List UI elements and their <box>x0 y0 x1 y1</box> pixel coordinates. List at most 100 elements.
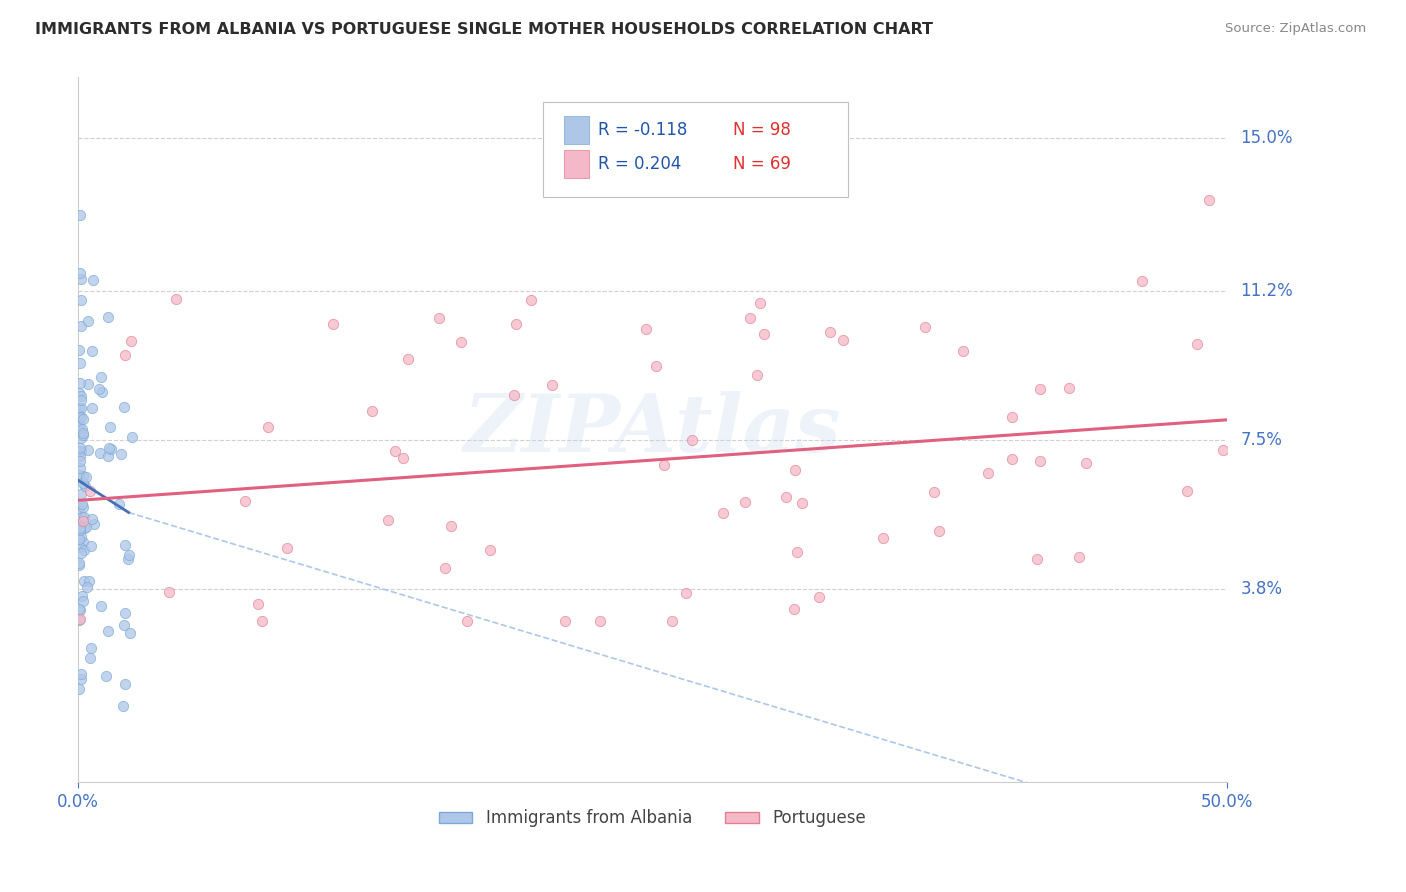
Point <box>69 431 91 445</box>
Point <box>67 444 90 458</box>
Text: R = -0.118: R = -0.118 <box>599 121 688 139</box>
Point <box>322 317 344 331</box>
Point <box>361 404 384 418</box>
Point <box>1001 409 1024 424</box>
Point <box>69 355 91 369</box>
Bar <box>564 116 589 145</box>
Point <box>434 561 457 575</box>
Point <box>392 451 415 466</box>
Point <box>554 614 576 628</box>
Point <box>112 617 135 632</box>
Point <box>120 334 142 349</box>
Point <box>235 494 257 508</box>
Point <box>72 594 94 608</box>
Point <box>661 614 683 628</box>
Point <box>69 523 91 537</box>
Bar <box>564 150 589 178</box>
Point <box>80 401 103 416</box>
Point <box>114 676 136 690</box>
Point <box>748 296 770 310</box>
Point <box>384 443 406 458</box>
Point <box>634 322 657 336</box>
Point <box>69 449 91 463</box>
Point <box>91 384 114 399</box>
Point <box>872 531 894 545</box>
Point <box>67 386 90 401</box>
Legend: Immigrants from Albania, Portuguese: Immigrants from Albania, Portuguese <box>433 803 873 834</box>
Text: R = 0.204: R = 0.204 <box>599 155 682 173</box>
Point <box>73 574 96 588</box>
Point <box>108 497 131 511</box>
Point <box>69 667 91 681</box>
Point <box>70 319 93 334</box>
Point <box>114 538 136 552</box>
Point <box>1001 451 1024 466</box>
Point <box>72 535 94 549</box>
Point <box>396 351 419 366</box>
Text: IMMIGRANTS FROM ALBANIA VS PORTUGUESE SINGLE MOTHER HOUSEHOLDS CORRELATION CHART: IMMIGRANTS FROM ALBANIA VS PORTUGUESE SI… <box>35 22 934 37</box>
Point <box>246 597 269 611</box>
Point <box>69 409 91 424</box>
Point <box>257 420 280 434</box>
Point <box>67 408 90 422</box>
Point <box>72 514 94 528</box>
Point <box>1212 443 1234 458</box>
Point <box>121 430 143 444</box>
Point <box>541 378 564 392</box>
Point <box>72 589 94 603</box>
Point <box>952 344 974 359</box>
Point <box>67 415 90 429</box>
Point <box>69 521 91 535</box>
Point <box>807 590 830 604</box>
Point <box>72 469 94 483</box>
Point <box>98 442 121 456</box>
Point <box>73 542 96 557</box>
Point <box>429 310 451 325</box>
Point <box>734 495 756 509</box>
Point <box>276 541 298 555</box>
Text: N = 69: N = 69 <box>733 155 790 173</box>
Point <box>1074 456 1097 470</box>
Point <box>818 326 841 340</box>
Text: 11.2%: 11.2% <box>1240 282 1294 300</box>
Point <box>914 320 936 334</box>
Point <box>72 427 94 442</box>
Point <box>67 556 90 570</box>
Point <box>440 519 463 533</box>
Text: N = 98: N = 98 <box>733 121 790 139</box>
Point <box>117 552 139 566</box>
Point <box>73 479 96 493</box>
Point <box>377 513 399 527</box>
Point <box>1130 274 1153 288</box>
Point <box>70 401 93 416</box>
Point <box>90 369 112 384</box>
Point <box>73 521 96 535</box>
Point <box>738 311 761 326</box>
Point <box>832 334 855 348</box>
Point <box>69 376 91 390</box>
Point <box>80 344 103 359</box>
Point <box>82 273 104 287</box>
Point <box>69 441 91 455</box>
Point <box>69 266 91 280</box>
Point <box>157 585 180 599</box>
Point <box>70 510 93 524</box>
Point <box>97 624 120 639</box>
Point <box>503 387 526 401</box>
Point <box>69 486 91 500</box>
Point <box>94 669 117 683</box>
Point <box>114 606 136 620</box>
Point <box>69 558 91 573</box>
Point <box>456 614 478 628</box>
Point <box>505 317 527 331</box>
Point <box>90 599 112 613</box>
Point <box>72 412 94 426</box>
Point <box>83 517 105 532</box>
Point <box>70 293 93 307</box>
Text: ZIPAtlas: ZIPAtlas <box>464 392 841 468</box>
Point <box>97 449 120 463</box>
Point <box>976 467 998 481</box>
Point <box>77 442 100 457</box>
Point <box>97 310 120 325</box>
Point <box>69 444 91 458</box>
